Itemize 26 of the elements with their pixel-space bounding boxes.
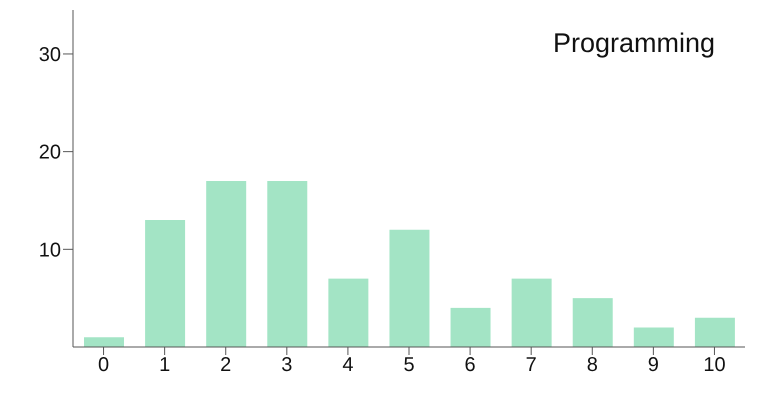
x-tick-label: 8 — [586, 354, 598, 376]
x-tick-label: 5 — [403, 354, 415, 376]
x-tick-label: 1 — [159, 354, 170, 376]
y-tick-label: 20 — [38, 142, 61, 164]
bar — [206, 180, 246, 347]
bar — [512, 278, 552, 347]
x-tick-label: 2 — [220, 354, 232, 376]
x-tick-label: 3 — [281, 354, 292, 376]
bar — [634, 327, 674, 347]
bar — [145, 220, 186, 347]
x-tick-label: 7 — [526, 354, 537, 376]
x-tick-label: 0 — [98, 354, 110, 376]
bar — [328, 278, 368, 347]
bar — [84, 337, 124, 347]
x-tick-label: 4 — [342, 354, 354, 376]
bar — [572, 298, 613, 347]
x-tick-label: 6 — [464, 354, 476, 376]
bar — [389, 230, 430, 347]
bar — [267, 180, 308, 347]
text: Programming — [552, 28, 715, 59]
x-tick-label: 10 — [703, 354, 726, 376]
x-tick-label: 9 — [648, 354, 659, 376]
y-tick-label: 30 — [38, 44, 61, 66]
y-tick-label: 10 — [38, 239, 61, 262]
bar — [694, 318, 735, 347]
bar — [450, 308, 491, 347]
